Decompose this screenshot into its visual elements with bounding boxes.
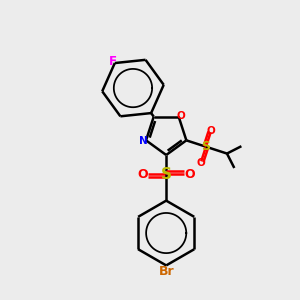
Text: Br: Br (158, 266, 174, 278)
Text: N: N (139, 136, 148, 146)
Text: O: O (137, 168, 148, 181)
Text: O: O (184, 168, 195, 181)
Text: S: S (161, 167, 172, 182)
Text: O: O (206, 126, 215, 136)
Text: O: O (177, 111, 186, 121)
Text: F: F (109, 55, 117, 68)
Text: S: S (202, 140, 211, 153)
Text: O: O (197, 158, 206, 168)
